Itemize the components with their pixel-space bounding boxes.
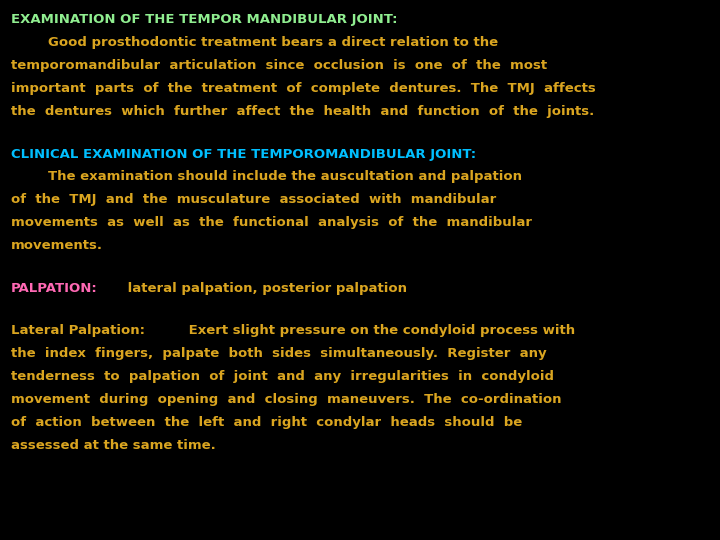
Text: PALPATION:: PALPATION:	[11, 282, 97, 295]
Text: of  the  TMJ  and  the  musculature  associated  with  mandibular: of the TMJ and the musculature associate…	[11, 193, 496, 206]
Text: movements.: movements.	[11, 239, 103, 252]
Text: EXAMINATION OF THE TEMPOR MANDIBULAR JOINT:: EXAMINATION OF THE TEMPOR MANDIBULAR JOI…	[11, 14, 397, 26]
Text: temporomandibular  articulation  since  occlusion  is  one  of  the  most: temporomandibular articulation since occ…	[11, 59, 547, 72]
Text: assessed at the same time.: assessed at the same time.	[11, 438, 215, 451]
Text: lateral palpation, posterior palpation: lateral palpation, posterior palpation	[122, 282, 407, 295]
Text: movement  during  opening  and  closing  maneuvers.  The  co-ordination: movement during opening and closing mane…	[11, 393, 562, 406]
Text: of  action  between  the  left  and  right  condylar  heads  should  be: of action between the left and right con…	[11, 416, 522, 429]
Text: The examination should include the auscultation and palpation: The examination should include the auscu…	[11, 171, 522, 184]
Text: the  dentures  which  further  affect  the  health  and  function  of  the  join: the dentures which further affect the he…	[11, 105, 594, 118]
Text: CLINICAL EXAMINATION OF THE TEMPOROMANDIBULAR JOINT:: CLINICAL EXAMINATION OF THE TEMPOROMANDI…	[11, 147, 476, 160]
Text: the  index  fingers,  palpate  both  sides  simultaneously.  Register  any: the index fingers, palpate both sides si…	[11, 347, 546, 360]
Text: tenderness  to  palpation  of  joint  and  any  irregularities  in  condyloid: tenderness to palpation of joint and any…	[11, 370, 554, 383]
Text: Lateral Palpation:: Lateral Palpation:	[11, 324, 145, 337]
Text: Exert slight pressure on the condyloid process with: Exert slight pressure on the condyloid p…	[184, 324, 575, 337]
Text: important  parts  of  the  treatment  of  complete  dentures.  The  TMJ  affects: important parts of the treatment of comp…	[11, 82, 595, 95]
Text: Good prosthodontic treatment bears a direct relation to the: Good prosthodontic treatment bears a dir…	[11, 36, 498, 50]
Text: movements  as  well  as  the  functional  analysis  of  the  mandibular: movements as well as the functional anal…	[11, 217, 532, 230]
